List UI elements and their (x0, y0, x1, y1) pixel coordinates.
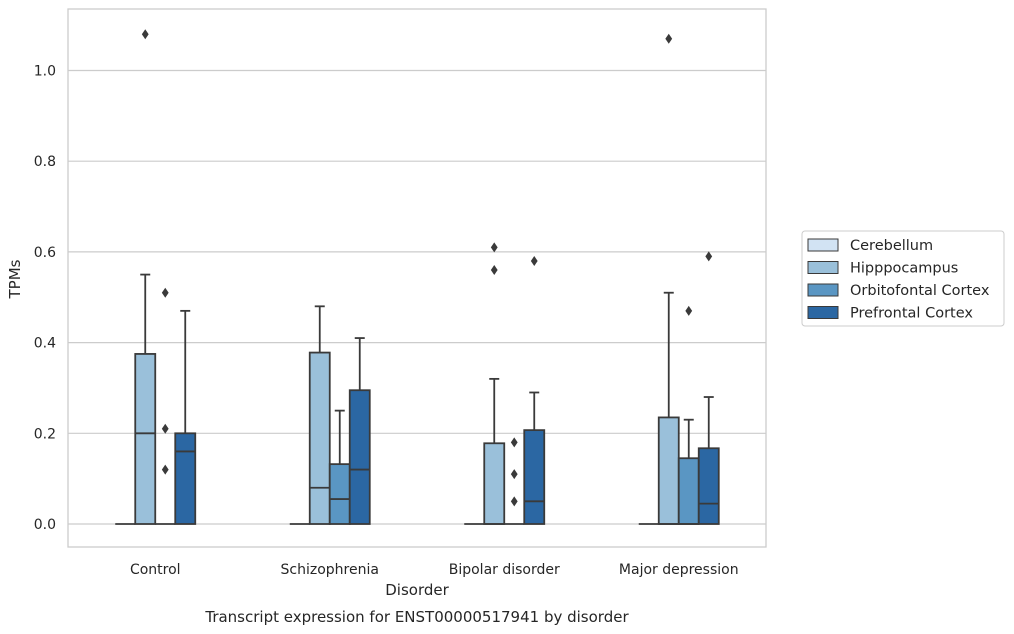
legend-swatch (807, 283, 839, 297)
legend-frame (801, 230, 1005, 327)
y-tick-label: 0.6 (34, 245, 56, 261)
outlier-point (705, 251, 713, 262)
y-tick-label: 0.0 (34, 517, 56, 533)
box-item (657, 33, 680, 525)
x-tick-label: Control (130, 562, 181, 578)
x-axis-label: Disorder (385, 581, 449, 599)
box-item (483, 242, 506, 525)
y-tick-label: 1.0 (34, 64, 56, 80)
outlier-point (510, 437, 518, 448)
outlier-point (665, 33, 673, 44)
legend-swatch (807, 306, 839, 319)
box-body (657, 416, 680, 525)
legend-swatch (807, 261, 839, 274)
box-body (677, 457, 700, 525)
box-body (134, 353, 157, 525)
box-body (523, 429, 546, 525)
legend: Cerebellum Hipppocampus Orbitofontal Corte… (801, 230, 1005, 327)
outlier-point (685, 305, 693, 316)
box-item (308, 305, 331, 525)
box-body (697, 447, 720, 525)
outlier-point (161, 464, 169, 475)
legend-item: Cerebellum (807, 238, 933, 254)
legend-item: Orbitofontal Cortex (807, 283, 990, 299)
box-item (504, 437, 525, 525)
outlier-point (161, 423, 169, 434)
x-tick-label: Major depression (619, 562, 739, 578)
x-tick-label: Schizophrenia (281, 562, 379, 578)
outlier-point (530, 255, 538, 266)
box-item (523, 255, 546, 525)
legend-label: Cerebellum (850, 238, 933, 254)
box-item (697, 251, 720, 525)
y-tick-label: 0.8 (34, 154, 56, 170)
plot-frame (67, 8, 767, 548)
chart-caption: Transcript expression for ENST0000051794… (204, 608, 629, 626)
outlier-point (490, 242, 498, 253)
outlier-point (510, 469, 518, 480)
legend-label: Orbitofontal Cortex (850, 283, 990, 299)
box-body (174, 432, 197, 525)
outlier-point (161, 287, 169, 298)
legend-swatch (807, 238, 839, 252)
box-item (155, 287, 176, 525)
y-axis-label: TPMs (6, 259, 24, 299)
box-item (677, 305, 700, 525)
outlier-point (141, 29, 149, 40)
box-item (134, 29, 157, 525)
box-item (348, 337, 371, 525)
boxes (115, 29, 720, 525)
box-body (328, 463, 351, 525)
y-tick-label: 0.4 (34, 336, 56, 352)
x-tick-labels: Control Schizophrenia Bipolar disorder Majo… (130, 562, 739, 578)
box-body (483, 442, 506, 525)
x-tick-label: Bipolar disorder (449, 562, 560, 578)
legend-item: Prefrontal Cortex (807, 306, 973, 322)
box-item (174, 309, 197, 525)
legend-item: Hipppocampus (807, 261, 958, 277)
legend-label: Prefrontal Cortex (850, 306, 973, 322)
outlier-point (490, 265, 498, 276)
legend-label: Hipppocampus (850, 261, 958, 277)
box-body (348, 389, 371, 525)
box-body (308, 351, 331, 525)
box-item (328, 409, 351, 525)
y-tick-label: 0.2 (34, 426, 56, 442)
outlier-point (510, 496, 518, 507)
y-tick-labels: 0.0 0.2 0.4 0.6 0.8 1.0 (34, 64, 56, 534)
